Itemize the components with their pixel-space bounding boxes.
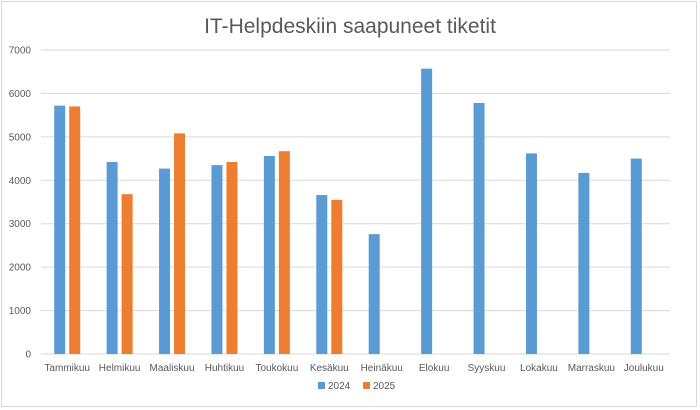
bar-2024-kesäkuu <box>316 195 328 354</box>
y-axis-tick-labels: 0 1000 2000 3000 4000 5000 6000 7000 <box>9 46 32 361</box>
y-tick-label: 1000 <box>9 306 32 317</box>
y-tick-label: 4000 <box>9 176 32 187</box>
legend-swatch-2025 <box>363 382 370 389</box>
bar-2025-kesäkuu <box>331 199 343 354</box>
bar-2025-maaliskuu <box>174 133 186 354</box>
bar-2024-joulukuu <box>630 158 642 354</box>
bar-2024-helmikuu <box>106 162 118 354</box>
x-tick-label: Kesäkuu <box>310 363 349 374</box>
y-tick-label: 0 <box>25 350 31 361</box>
x-axis-tick-labels: Tammikuu Helmikuu Maaliskuu Huhtikuu Toukoku… <box>44 363 663 374</box>
bar-2025-huhtikuu <box>226 162 238 354</box>
bar-2025-helmikuu <box>121 194 133 354</box>
x-tick-label: Joulukuu <box>624 363 664 374</box>
gridlines <box>41 49 670 355</box>
x-tick-label: Elokuu <box>419 363 450 374</box>
x-tick-label: Helmikuu <box>99 363 141 374</box>
bar-2024-elokuu <box>421 68 433 354</box>
x-tick-label: Tammikuu <box>44 363 90 374</box>
bars <box>54 68 642 355</box>
y-tick-label: 6000 <box>9 89 32 100</box>
bar-2024-lokakuu <box>525 153 537 354</box>
y-tick-label: 2000 <box>9 263 32 274</box>
bar-2024-maaliskuu <box>159 168 171 354</box>
x-tick-label: Maaliskuu <box>150 363 195 374</box>
bar-2024-toukokuu <box>263 155 275 354</box>
legend-swatch-2024 <box>318 382 325 389</box>
legend-label-2024: 2024 <box>328 381 351 392</box>
x-tick-label: Huhtikuu <box>205 363 244 374</box>
y-tick-label: 5000 <box>9 132 32 143</box>
x-tick-label: Marraskuu <box>568 363 615 374</box>
bar-2024-huhtikuu <box>211 165 223 354</box>
bar-2025-tammikuu <box>69 106 81 354</box>
bar-2024-tammikuu <box>54 105 66 355</box>
chart-title: IT-Helpdeskiin saapuneet tiketit <box>204 15 496 38</box>
bar-2024-heinäkuu <box>368 234 380 354</box>
x-tick-label: Syyskuu <box>468 363 506 374</box>
y-tick-label: 7000 <box>9 46 32 57</box>
x-tick-label: Heinäkuu <box>361 363 403 374</box>
legend-label-2025: 2025 <box>373 381 396 392</box>
x-tick-label: Toukokuu <box>255 363 298 374</box>
legend: 2024 2025 <box>318 381 396 392</box>
bar-2025-toukokuu <box>278 151 290 354</box>
bar-2024-marraskuu <box>578 172 590 354</box>
bar-2024-syyskuu <box>473 102 485 355</box>
x-tick-label: Lokakuu <box>520 363 558 374</box>
y-tick-label: 3000 <box>9 219 32 230</box>
